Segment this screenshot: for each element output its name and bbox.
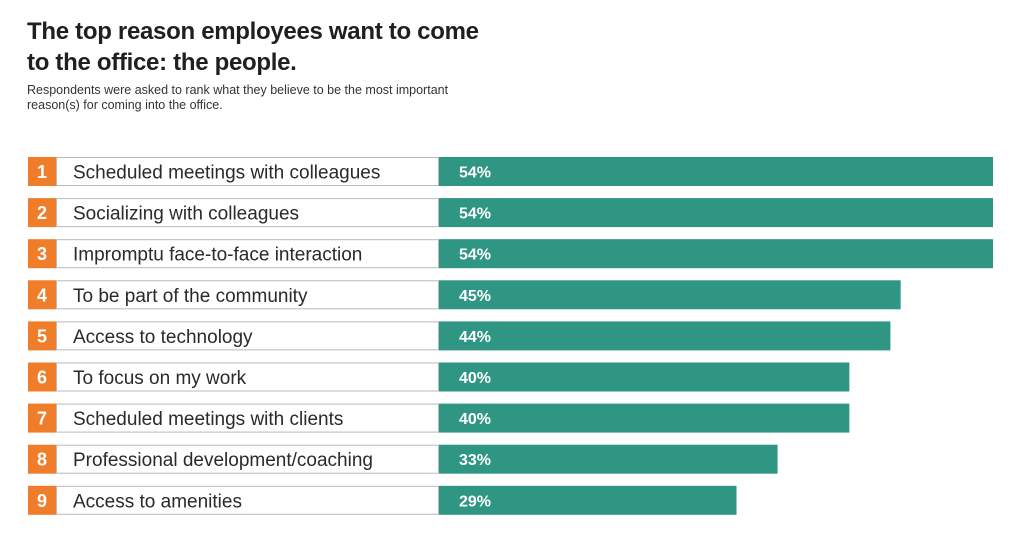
rank-badge xyxy=(28,444,56,474)
rank-number: 2 xyxy=(37,203,47,223)
label-box xyxy=(56,239,439,269)
category-label: Scheduled meetings with colleagues xyxy=(73,163,380,184)
category-label: To be part of the community xyxy=(73,286,308,307)
rank-number: 3 xyxy=(37,244,47,264)
rank-number: 6 xyxy=(37,368,47,388)
bar xyxy=(439,157,993,186)
bar xyxy=(439,280,901,310)
rank-badge xyxy=(28,485,56,515)
rank-badge xyxy=(28,157,56,186)
chart-title: The top reason employees want to come to… xyxy=(27,18,479,76)
bar-row: 4 To be part of the community 45% xyxy=(28,280,901,310)
bar-row: 7 Scheduled meetings with clients 40% xyxy=(28,403,850,433)
rank-badge xyxy=(28,362,56,392)
value-label: 54% xyxy=(459,165,491,182)
label-box xyxy=(56,403,439,433)
bar-row: 6 To focus on my work 40% xyxy=(28,362,850,392)
bar-row: 5 Access to technology 44% xyxy=(28,321,891,351)
rank-badge xyxy=(28,198,56,228)
label-box xyxy=(56,157,439,186)
category-label: Scheduled meetings with clients xyxy=(73,409,343,430)
value-label: 54% xyxy=(459,206,491,223)
value-label: 33% xyxy=(459,452,491,469)
value-label: 29% xyxy=(459,493,491,510)
chart-subtitle: Respondents were asked to rank what they… xyxy=(27,83,449,112)
rank-number: 4 xyxy=(37,285,47,305)
bar-row: 9 Access to amenities 29% xyxy=(28,485,737,515)
bar-row: 3 Impromptu face-to-face interaction 54% xyxy=(28,239,993,269)
bar xyxy=(439,198,993,228)
rank-number: 1 xyxy=(37,162,47,182)
category-label: Access to amenities xyxy=(73,491,242,512)
label-box xyxy=(56,444,439,474)
category-label: Socializing with colleagues xyxy=(73,204,299,225)
bar-row: 2 Socializing with colleagues 54% xyxy=(28,198,993,228)
value-label: 40% xyxy=(459,370,491,387)
bar xyxy=(439,321,891,351)
rank-number: 7 xyxy=(37,409,47,429)
category-label: Impromptu face-to-face interaction xyxy=(73,245,362,266)
value-label: 45% xyxy=(459,288,491,305)
bar xyxy=(439,444,778,474)
bar xyxy=(439,239,993,269)
label-box xyxy=(56,485,439,515)
rank-badge xyxy=(28,403,56,433)
category-label: Professional development/coaching xyxy=(73,450,373,471)
rank-number: 8 xyxy=(37,450,47,470)
label-box xyxy=(56,362,439,392)
label-box xyxy=(56,280,439,310)
bar-row: 1 Scheduled meetings with colleagues 54% xyxy=(28,157,993,186)
bar xyxy=(439,485,737,515)
category-label: Access to technology xyxy=(73,327,253,348)
label-box xyxy=(56,321,439,351)
rank-number: 9 xyxy=(37,491,47,511)
category-label: To focus on my work xyxy=(73,368,247,389)
value-label: 44% xyxy=(459,329,491,346)
bar xyxy=(439,362,850,392)
label-box xyxy=(56,198,439,228)
rank-number: 5 xyxy=(37,326,47,346)
rank-badge xyxy=(28,280,56,310)
bar-row: 8 Professional development/coaching 33% xyxy=(28,444,778,474)
value-label: 40% xyxy=(459,411,491,428)
value-label: 54% xyxy=(459,247,491,264)
rank-badge xyxy=(28,239,56,269)
bar xyxy=(439,403,850,433)
rank-badge xyxy=(28,321,56,351)
